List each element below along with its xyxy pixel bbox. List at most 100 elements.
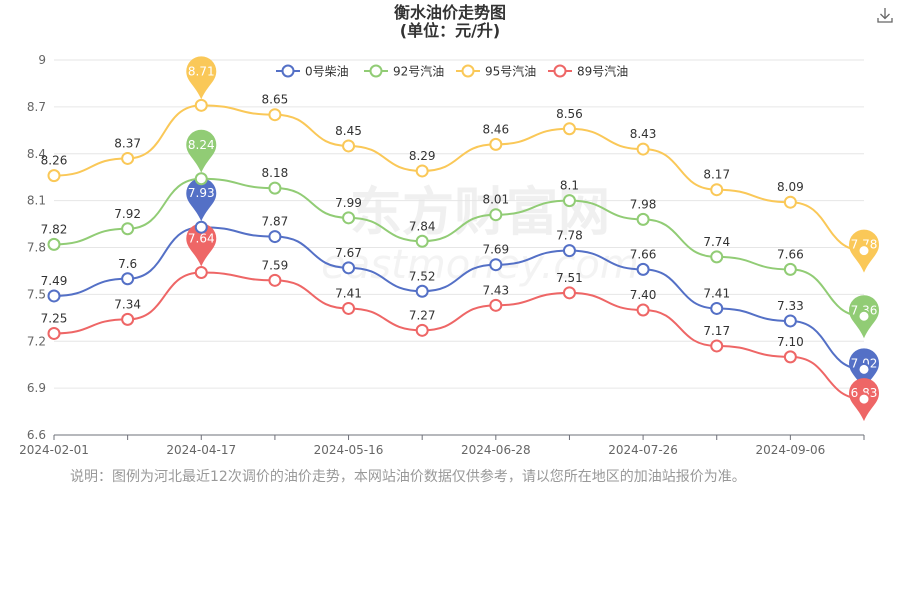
- legend-label: 92号汽油: [393, 64, 444, 79]
- data-label: 7.99: [335, 196, 362, 210]
- data-labels: 7.49 7.6 7.87 7.67 7.52 7.69 7.78 7.66 7.41 7.33 7…: [41, 93, 804, 349]
- marker-pin-label: 7.93: [188, 186, 215, 200]
- chart-title-main: 衡水油价走势图: [393, 3, 506, 22]
- y-tick-label: 8.1: [27, 194, 46, 208]
- y-tick-label: 8.4: [27, 147, 46, 161]
- data-point: [268, 181, 282, 195]
- marker-pin-shape: [186, 223, 217, 267]
- data-label: 8.29: [409, 149, 436, 163]
- data-label: 7.98: [630, 197, 657, 211]
- marker-pin: 8.24: [186, 129, 217, 173]
- data-point: [636, 303, 650, 317]
- data-label: 7.66: [630, 247, 657, 261]
- data-point: [121, 151, 135, 165]
- data-label: 7.41: [703, 286, 730, 300]
- data-point: [415, 323, 429, 337]
- data-point: [121, 272, 135, 286]
- data-point: [489, 298, 503, 312]
- data-point: [710, 250, 724, 264]
- marker-pin: 7.64: [186, 223, 217, 267]
- data-point: [415, 234, 429, 248]
- data-label: 8.37: [114, 136, 141, 150]
- x-tick-label: 2024-06-28: [461, 443, 531, 457]
- legend-label: 0号柴油: [305, 65, 349, 79]
- x-tick-label: 2024-02-01: [19, 443, 89, 457]
- data-label: 8.26: [41, 154, 68, 168]
- x-axis: 2024-02-01 2024-04-17 2024-05-16 2024-06-28…: [19, 434, 865, 457]
- legend-item[interactable]: 89号汽油: [548, 64, 628, 79]
- data-point: [415, 164, 429, 178]
- data-point: [636, 212, 650, 226]
- series-line: [53, 271, 865, 401]
- legend-symbol: [553, 64, 567, 78]
- data-label: 7.69: [482, 243, 509, 257]
- legend-item[interactable]: 0号柴油: [276, 64, 349, 79]
- y-tick-label: 6.9: [27, 381, 46, 395]
- data-label: 7.84: [409, 219, 436, 233]
- data-point: [47, 326, 61, 340]
- download-icon[interactable]: [876, 6, 894, 24]
- data-label: 7.66: [777, 247, 804, 261]
- data-label: 8.01: [482, 193, 509, 207]
- data-point: [710, 183, 724, 197]
- series-lines: [53, 104, 865, 401]
- chart-subtitle: (单位：元/升): [399, 21, 501, 40]
- data-label: 7.51: [556, 271, 583, 285]
- y-tick-label: 6.6: [27, 428, 46, 442]
- data-point: [47, 237, 61, 251]
- data-point: [636, 262, 650, 276]
- data-label: 7.25: [41, 311, 68, 325]
- footnote: 说明：图例为河北最近12次调价的油价走势，本网站油价数据仅供参考，请以您所在地区…: [70, 469, 746, 485]
- data-point: [194, 172, 208, 186]
- data-point: [562, 244, 576, 258]
- data-point: [268, 273, 282, 287]
- data-label: 8.45: [335, 124, 362, 138]
- marker-pin: 8.71: [186, 56, 217, 100]
- watermark-url: eastmoney.com: [321, 242, 639, 288]
- legend-symbol: [369, 64, 383, 78]
- data-label: 8.17: [703, 168, 730, 182]
- data-point: [562, 286, 576, 300]
- marker-pin: 7.93: [186, 178, 217, 222]
- y-tick-label: 8.7: [27, 100, 46, 114]
- data-point: [268, 230, 282, 244]
- data-label: 7.78: [556, 229, 583, 243]
- data-label: 7.41: [335, 286, 362, 300]
- data-point: [710, 301, 724, 315]
- data-label: 8.56: [556, 107, 583, 121]
- data-label: 7.49: [41, 274, 68, 288]
- y-tick-label: 9: [38, 53, 46, 67]
- legend-label: 95号汽油: [485, 64, 536, 79]
- watermark-text: 东方财富网: [350, 183, 610, 243]
- data-label: 7.10: [777, 335, 804, 349]
- marker-pin-shape: [186, 129, 217, 173]
- data-point: [857, 244, 871, 258]
- legend-item[interactable]: 92号汽油: [364, 64, 444, 79]
- data-point: [562, 194, 576, 208]
- data-label: 7.6: [118, 257, 137, 271]
- legend-item[interactable]: 95号汽油: [456, 64, 536, 79]
- data-point: [783, 350, 797, 364]
- data-point: [783, 195, 797, 209]
- data-point: [857, 392, 871, 406]
- data-point: [121, 222, 135, 236]
- data-label: 8.1: [560, 179, 579, 193]
- data-label: 7.33: [777, 299, 804, 313]
- data-point: [415, 284, 429, 298]
- data-point: [194, 266, 208, 279]
- marker-pin-shape: [186, 178, 217, 222]
- marker-pin-label: 8.24: [188, 138, 215, 152]
- data-point: [489, 208, 503, 222]
- data-point: [121, 312, 135, 326]
- series-line: [53, 226, 865, 371]
- data-point: [342, 139, 356, 153]
- data-label: 7.34: [114, 297, 141, 311]
- data-point: [783, 262, 797, 276]
- data-point: [342, 261, 356, 275]
- legend-symbol: [461, 64, 475, 78]
- data-label: 7.59: [262, 258, 289, 272]
- legend: 0号柴油 92号汽油 95号汽油 89号汽油: [276, 64, 628, 79]
